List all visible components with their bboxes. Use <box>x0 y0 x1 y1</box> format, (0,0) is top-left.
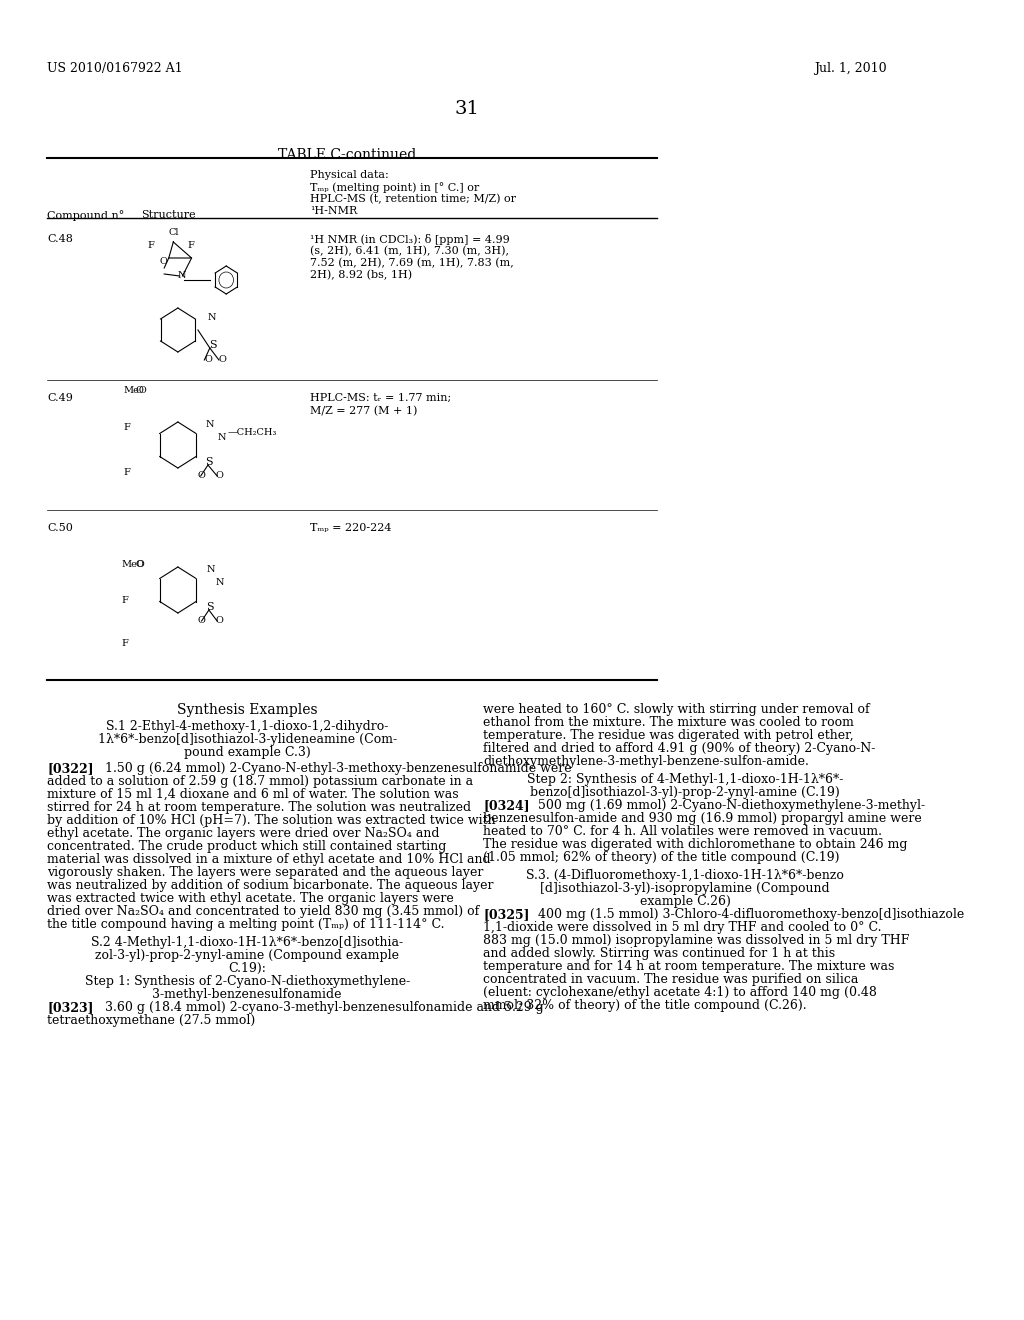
Text: [0322]: [0322] <box>47 762 94 775</box>
Text: mixture of 15 ml 1,4 dioxane and 6 ml of water. The solution was: mixture of 15 ml 1,4 dioxane and 6 ml of… <box>47 788 459 801</box>
Text: Jul. 1, 2010: Jul. 1, 2010 <box>814 62 887 75</box>
Text: the title compound having a melting point (Tₘₚ) of 111-114° C.: the title compound having a melting poin… <box>47 917 445 931</box>
Text: O: O <box>135 560 143 569</box>
Text: pound example C.3): pound example C.3) <box>184 746 310 759</box>
Text: O: O <box>160 257 168 267</box>
Text: 1,1-dioxide were dissolved in 5 ml dry THF and cooled to 0° C.: 1,1-dioxide were dissolved in 5 ml dry T… <box>483 921 882 935</box>
Text: US 2010/0167922 A1: US 2010/0167922 A1 <box>47 62 183 75</box>
Text: mmol; 32% of theory) of the title compound (C.26).: mmol; 32% of theory) of the title compou… <box>483 999 807 1012</box>
Text: O: O <box>205 355 212 364</box>
Text: N: N <box>215 578 224 587</box>
Text: N: N <box>205 420 214 429</box>
Text: were heated to 160° C. slowly with stirring under removal of: were heated to 160° C. slowly with stirr… <box>483 704 870 715</box>
Text: material was dissolved in a mixture of ethyl acetate and 10% HCl and: material was dissolved in a mixture of e… <box>47 853 492 866</box>
Text: —CH₂CH₃: —CH₂CH₃ <box>228 428 278 437</box>
Text: TABLE C-continued: TABLE C-continued <box>278 148 416 162</box>
Text: Structure: Structure <box>141 210 196 220</box>
Text: F: F <box>121 639 128 648</box>
Text: benzenesulfon-amide and 930 mg (16.9 mmol) propargyl amine were: benzenesulfon-amide and 930 mg (16.9 mmo… <box>483 812 923 825</box>
Text: N: N <box>217 433 225 442</box>
Text: F: F <box>123 422 130 432</box>
Text: ethyl acetate. The organic layers were dried over Na₂SO₄ and: ethyl acetate. The organic layers were d… <box>47 828 440 840</box>
Text: 500 mg (1.69 mmol) 2-Cyano-N-diethoxymethylene-3-methyl-: 500 mg (1.69 mmol) 2-Cyano-N-diethoxymet… <box>539 799 926 812</box>
Text: Compound n°: Compound n° <box>47 210 125 220</box>
Text: MeO: MeO <box>121 560 145 569</box>
Text: vigorously shaken. The layers were separated and the aqueous layer: vigorously shaken. The layers were separ… <box>47 866 483 879</box>
Text: F: F <box>147 242 155 249</box>
Text: S.1 2-Ethyl-4-methoxy-1,1-dioxo-1,2-dihydro-: S.1 2-Ethyl-4-methoxy-1,1-dioxo-1,2-dihy… <box>106 719 388 733</box>
Text: 31: 31 <box>455 100 479 117</box>
Text: temperature and for 14 h at room temperature. The mixture was: temperature and for 14 h at room tempera… <box>483 960 895 973</box>
Text: N: N <box>178 271 186 280</box>
Text: Cl: Cl <box>169 228 179 238</box>
Text: S: S <box>206 602 214 612</box>
Text: Tₘₚ = 220-224: Tₘₚ = 220-224 <box>310 523 391 533</box>
Text: HPLC-MS (t, retention time; M/Z) or: HPLC-MS (t, retention time; M/Z) or <box>310 194 516 205</box>
Text: N: N <box>208 313 216 322</box>
Text: 3.60 g (18.4 mmol) 2-cyano-3-methyl-benzenesulfonamide and 5.29 g: 3.60 g (18.4 mmol) 2-cyano-3-methyl-benz… <box>104 1001 544 1014</box>
Text: was extracted twice with ethyl acetate. The organic layers were: was extracted twice with ethyl acetate. … <box>47 892 455 906</box>
Text: Step 2: Synthesis of 4-Methyl-1,1-dioxo-1H-1λ*6*-: Step 2: Synthesis of 4-Methyl-1,1-dioxo-… <box>527 774 843 785</box>
Text: ethanol from the mixture. The mixture was cooled to room: ethanol from the mixture. The mixture wa… <box>483 715 854 729</box>
Text: was neutralized by addition of sodium bicarbonate. The aqueous layer: was neutralized by addition of sodium bi… <box>47 879 494 892</box>
Text: (1.05 mmol; 62% of theory) of the title compound (C.19): (1.05 mmol; 62% of theory) of the title … <box>483 851 840 865</box>
Text: concentrated in vacuum. The residue was purified on silica: concentrated in vacuum. The residue was … <box>483 973 859 986</box>
Text: stirred for 24 h at room temperature. The solution was neutralized: stirred for 24 h at room temperature. Th… <box>47 801 472 814</box>
Text: N: N <box>206 565 215 574</box>
Text: F: F <box>123 469 130 477</box>
Text: Synthesis Examples: Synthesis Examples <box>177 704 317 717</box>
Text: (s, 2H), 6.41 (m, 1H), 7.30 (m, 3H),: (s, 2H), 6.41 (m, 1H), 7.30 (m, 3H), <box>310 246 509 256</box>
Text: C.49: C.49 <box>47 393 74 403</box>
Text: by addition of 10% HCl (pH=7). The solution was extracted twice with: by addition of 10% HCl (pH=7). The solut… <box>47 814 496 828</box>
Text: C.48: C.48 <box>47 234 74 244</box>
Text: 1.50 g (6.24 mmol) 2-Cyano-N-ethyl-3-methoxy-benzenesulfonamide were: 1.50 g (6.24 mmol) 2-Cyano-N-ethyl-3-met… <box>104 762 571 775</box>
Text: Tₘₚ (melting point) in [° C.] or: Tₘₚ (melting point) in [° C.] or <box>310 182 479 193</box>
Text: [d]isothiazol-3-yl)-isopropylamine (Compound: [d]isothiazol-3-yl)-isopropylamine (Comp… <box>541 882 829 895</box>
Text: Physical data:: Physical data: <box>310 170 389 180</box>
Text: 1λ*6*-benzo[d]isothiazol-3-ylideneamine (Com-: 1λ*6*-benzo[d]isothiazol-3-ylideneamine … <box>97 733 396 746</box>
Text: S: S <box>205 457 213 467</box>
Text: 400 mg (1.5 mmol) 3-Chloro-4-difluoromethoxy-benzo[d]isothiazole: 400 mg (1.5 mmol) 3-Chloro-4-difluoromet… <box>539 908 965 921</box>
Text: F: F <box>121 597 128 605</box>
Text: example C.26): example C.26) <box>640 895 730 908</box>
Text: zol-3-yl)-prop-2-ynyl-amine (Compound example: zol-3-yl)-prop-2-ynyl-amine (Compound ex… <box>95 949 399 962</box>
Text: 883 mg (15.0 mmol) isopropylamine was dissolved in 5 ml dry THF: 883 mg (15.0 mmol) isopropylamine was di… <box>483 935 910 946</box>
Text: [0324]: [0324] <box>483 799 530 812</box>
Text: added to a solution of 2.59 g (18.7 mmol) potassium carbonate in a: added to a solution of 2.59 g (18.7 mmol… <box>47 775 473 788</box>
Text: 3-methyl-benzenesulfonamide: 3-methyl-benzenesulfonamide <box>153 987 342 1001</box>
Text: filtered and dried to afford 4.91 g (90% of theory) 2-Cyano-N-: filtered and dried to afford 4.91 g (90%… <box>483 742 876 755</box>
Text: HPLC-MS: tᵣ = 1.77 min;: HPLC-MS: tᵣ = 1.77 min; <box>310 393 452 403</box>
Text: O: O <box>215 471 223 480</box>
Text: S.3. (4-Difluoromethoxy-1,1-dioxo-1H-1λ*6*-benzo: S.3. (4-Difluoromethoxy-1,1-dioxo-1H-1λ*… <box>526 869 844 882</box>
Text: [0323]: [0323] <box>47 1001 94 1014</box>
Text: [0325]: [0325] <box>483 908 530 921</box>
Text: S: S <box>209 341 216 350</box>
Text: benzo[d]isothiazol-3-yl)-prop-2-ynyl-amine (C.19): benzo[d]isothiazol-3-yl)-prop-2-ynyl-ami… <box>530 785 840 799</box>
Text: M/Z = 277 (M + 1): M/Z = 277 (M + 1) <box>310 407 418 416</box>
Text: tetraethoxymethane (27.5 mmol): tetraethoxymethane (27.5 mmol) <box>47 1014 256 1027</box>
Text: concentrated. The crude product which still contained starting: concentrated. The crude product which st… <box>47 840 446 853</box>
Text: O: O <box>219 355 226 364</box>
Text: ¹H-NMR: ¹H-NMR <box>310 206 357 216</box>
Text: dried over Na₂SO₄ and concentrated to yield 830 mg (3.45 mmol) of: dried over Na₂SO₄ and concentrated to yi… <box>47 906 479 917</box>
Text: heated to 70° C. for 4 h. All volatiles were removed in vacuum.: heated to 70° C. for 4 h. All volatiles … <box>483 825 883 838</box>
Text: O: O <box>197 471 205 480</box>
Text: C.50: C.50 <box>47 523 74 533</box>
Text: diethoxymethylene-3-methyl-benzene-sulfon-amide.: diethoxymethylene-3-methyl-benzene-sulfo… <box>483 755 809 768</box>
Text: temperature. The residue was digerated with petrol ether,: temperature. The residue was digerated w… <box>483 729 854 742</box>
Text: MeO: MeO <box>123 385 146 395</box>
Text: O: O <box>198 616 206 624</box>
Text: S.2 4-Methyl-1,1-dioxo-1H-1λ*6*-benzo[d]isothia-: S.2 4-Methyl-1,1-dioxo-1H-1λ*6*-benzo[d]… <box>91 936 403 949</box>
Text: ¹H NMR (in CDCl₃): δ [ppm] = 4.99: ¹H NMR (in CDCl₃): δ [ppm] = 4.99 <box>310 234 510 246</box>
Text: F: F <box>187 242 194 249</box>
Text: The residue was digerated with dichloromethane to obtain 246 mg: The residue was digerated with dichlorom… <box>483 838 908 851</box>
Text: and added slowly. Stirring was continued for 1 h at this: and added slowly. Stirring was continued… <box>483 946 836 960</box>
Text: 2H), 8.92 (bs, 1H): 2H), 8.92 (bs, 1H) <box>310 271 413 280</box>
Text: (eluent: cyclohexane/ethyl acetate 4:1) to afford 140 mg (0.48: (eluent: cyclohexane/ethyl acetate 4:1) … <box>483 986 878 999</box>
Text: O: O <box>215 616 223 624</box>
Text: 7.52 (m, 2H), 7.69 (m, 1H), 7.83 (m,: 7.52 (m, 2H), 7.69 (m, 1H), 7.83 (m, <box>310 257 514 268</box>
Text: C.19):: C.19): <box>228 962 266 975</box>
Text: Step 1: Synthesis of 2-Cyano-N-diethoxymethylene-: Step 1: Synthesis of 2-Cyano-N-diethoxym… <box>85 975 410 987</box>
Text: O: O <box>135 385 143 395</box>
